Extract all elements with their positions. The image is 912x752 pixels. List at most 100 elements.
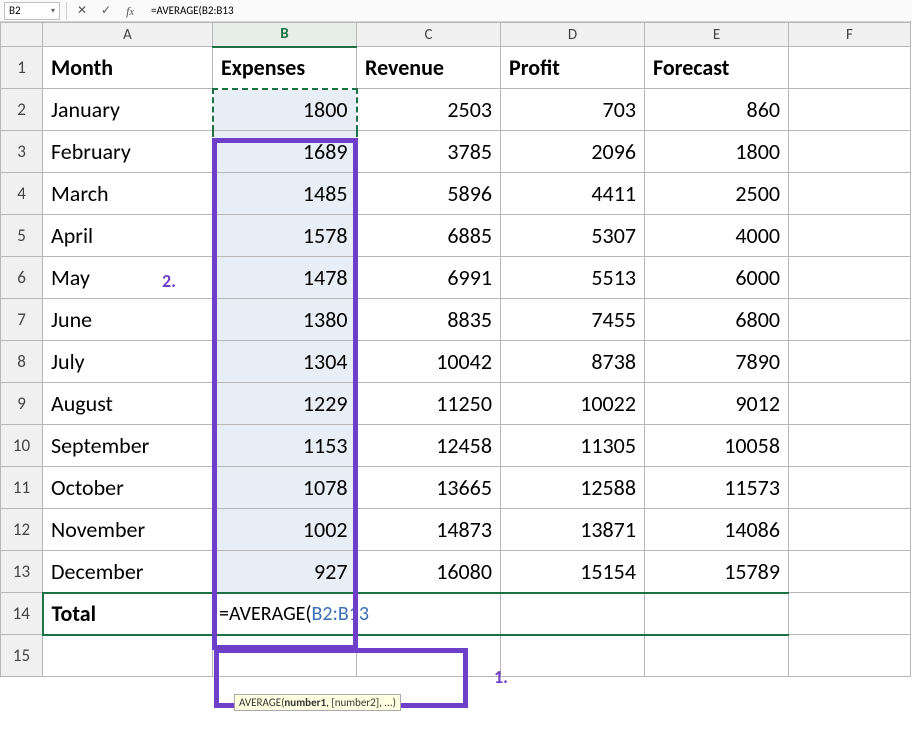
cell[interactable] xyxy=(789,593,911,635)
row-header[interactable]: 3 xyxy=(1,131,43,173)
cell[interactable]: 703 xyxy=(501,89,645,131)
fx-icon[interactable]: fx xyxy=(121,2,139,20)
cell[interactable]: 14873 xyxy=(357,509,501,551)
cell[interactable]: 6800 xyxy=(645,299,789,341)
cell[interactable] xyxy=(789,509,911,551)
row-header[interactable]: 11 xyxy=(1,467,43,509)
row-header[interactable]: 9 xyxy=(1,383,43,425)
cell[interactable]: 1800 xyxy=(645,131,789,173)
cell[interactable]: June xyxy=(43,299,213,341)
cell[interactable]: 1229 xyxy=(213,383,357,425)
cell[interactable]: 1002 xyxy=(213,509,357,551)
cell[interactable]: 13665 xyxy=(357,467,501,509)
cell[interactable] xyxy=(789,89,911,131)
row-header[interactable]: 2 xyxy=(1,89,43,131)
cell[interactable]: August xyxy=(43,383,213,425)
cell[interactable]: 16080 xyxy=(357,551,501,593)
cell[interactable]: 6991 xyxy=(357,257,501,299)
cell[interactable]: Revenue xyxy=(357,47,501,89)
select-all-corner[interactable] xyxy=(1,23,43,47)
cell[interactable]: 1578 xyxy=(213,215,357,257)
cell[interactable]: Forecast xyxy=(645,47,789,89)
cell[interactable] xyxy=(789,215,911,257)
cell[interactable] xyxy=(789,551,911,593)
cell[interactable]: 5513 xyxy=(501,257,645,299)
formula-edit-cell[interactable]: =AVERAGE(B2:B13 xyxy=(213,593,501,635)
grid[interactable]: A B C D E F 1 Month Expenses Revenue Pro… xyxy=(0,22,911,677)
row-header[interactable]: 1 xyxy=(1,47,43,89)
enter-icon[interactable]: ✓ xyxy=(97,2,115,20)
cell[interactable] xyxy=(357,635,501,677)
cell[interactable]: 13871 xyxy=(501,509,645,551)
cell[interactable]: Profit xyxy=(501,47,645,89)
cell[interactable] xyxy=(789,173,911,215)
cell[interactable]: January xyxy=(43,89,213,131)
cell[interactable] xyxy=(789,635,911,677)
cell[interactable] xyxy=(789,467,911,509)
cell[interactable]: May xyxy=(43,257,213,299)
formula-input[interactable]: =AVERAGE(B2:B13 xyxy=(145,2,908,20)
cell[interactable]: November xyxy=(43,509,213,551)
cell[interactable]: 8835 xyxy=(357,299,501,341)
cell[interactable]: July xyxy=(43,341,213,383)
cell[interactable]: 1380 xyxy=(213,299,357,341)
row-header[interactable]: 4 xyxy=(1,173,43,215)
row-header[interactable]: 7 xyxy=(1,299,43,341)
cell[interactable]: 12458 xyxy=(357,425,501,467)
cancel-icon[interactable]: ✕ xyxy=(73,2,91,20)
cell[interactable]: 1485 xyxy=(213,173,357,215)
cell[interactable]: 1689 xyxy=(213,131,357,173)
row-header[interactable]: 10 xyxy=(1,425,43,467)
col-header-A[interactable]: A xyxy=(43,23,213,47)
col-header-E[interactable]: E xyxy=(645,23,789,47)
cell[interactable]: 1478 xyxy=(213,257,357,299)
cell[interactable]: 14086 xyxy=(645,509,789,551)
cell[interactable] xyxy=(501,593,645,635)
cell[interactable]: 5307 xyxy=(501,215,645,257)
row-header[interactable]: 14 xyxy=(1,593,43,635)
cell[interactable]: 927 xyxy=(213,551,357,593)
cell[interactable]: Expenses xyxy=(213,47,357,89)
cell[interactable]: 5896 xyxy=(357,173,501,215)
cell[interactable]: 1078 xyxy=(213,467,357,509)
row-header[interactable]: 13 xyxy=(1,551,43,593)
cell[interactable]: 7890 xyxy=(645,341,789,383)
col-header-B[interactable]: B xyxy=(213,23,357,47)
cell[interactable]: 1304 xyxy=(213,341,357,383)
cell[interactable] xyxy=(789,341,911,383)
cell[interactable]: 10042 xyxy=(357,341,501,383)
row-header[interactable]: 15 xyxy=(1,635,43,677)
total-label-cell[interactable]: Total xyxy=(43,593,213,635)
cell[interactable]: 860 xyxy=(645,89,789,131)
row-header[interactable]: 6 xyxy=(1,257,43,299)
cell[interactable]: 9012 xyxy=(645,383,789,425)
cell[interactable] xyxy=(789,47,911,89)
cell[interactable]: 1800 xyxy=(213,89,357,131)
cell[interactable] xyxy=(789,425,911,467)
cell[interactable]: 15154 xyxy=(501,551,645,593)
cell[interactable]: 8738 xyxy=(501,341,645,383)
cell[interactable] xyxy=(789,299,911,341)
cell[interactable]: February xyxy=(43,131,213,173)
cell[interactable]: 11573 xyxy=(645,467,789,509)
cell[interactable]: October xyxy=(43,467,213,509)
cell[interactable]: Month xyxy=(43,47,213,89)
cell[interactable] xyxy=(501,635,645,677)
cell[interactable]: March xyxy=(43,173,213,215)
row-header[interactable]: 8 xyxy=(1,341,43,383)
cell[interactable]: April xyxy=(43,215,213,257)
cell[interactable]: 2503 xyxy=(357,89,501,131)
cell[interactable]: September xyxy=(43,425,213,467)
cell[interactable] xyxy=(645,635,789,677)
row-header[interactable]: 12 xyxy=(1,509,43,551)
cell[interactable]: 11250 xyxy=(357,383,501,425)
cell[interactable]: 6000 xyxy=(645,257,789,299)
cell[interactable] xyxy=(789,383,911,425)
cell[interactable]: 2096 xyxy=(501,131,645,173)
cell[interactable]: 3785 xyxy=(357,131,501,173)
cell[interactable] xyxy=(789,131,911,173)
cell[interactable]: 6885 xyxy=(357,215,501,257)
cell[interactable]: 2500 xyxy=(645,173,789,215)
cell[interactable]: 10058 xyxy=(645,425,789,467)
cell[interactable] xyxy=(43,635,213,677)
